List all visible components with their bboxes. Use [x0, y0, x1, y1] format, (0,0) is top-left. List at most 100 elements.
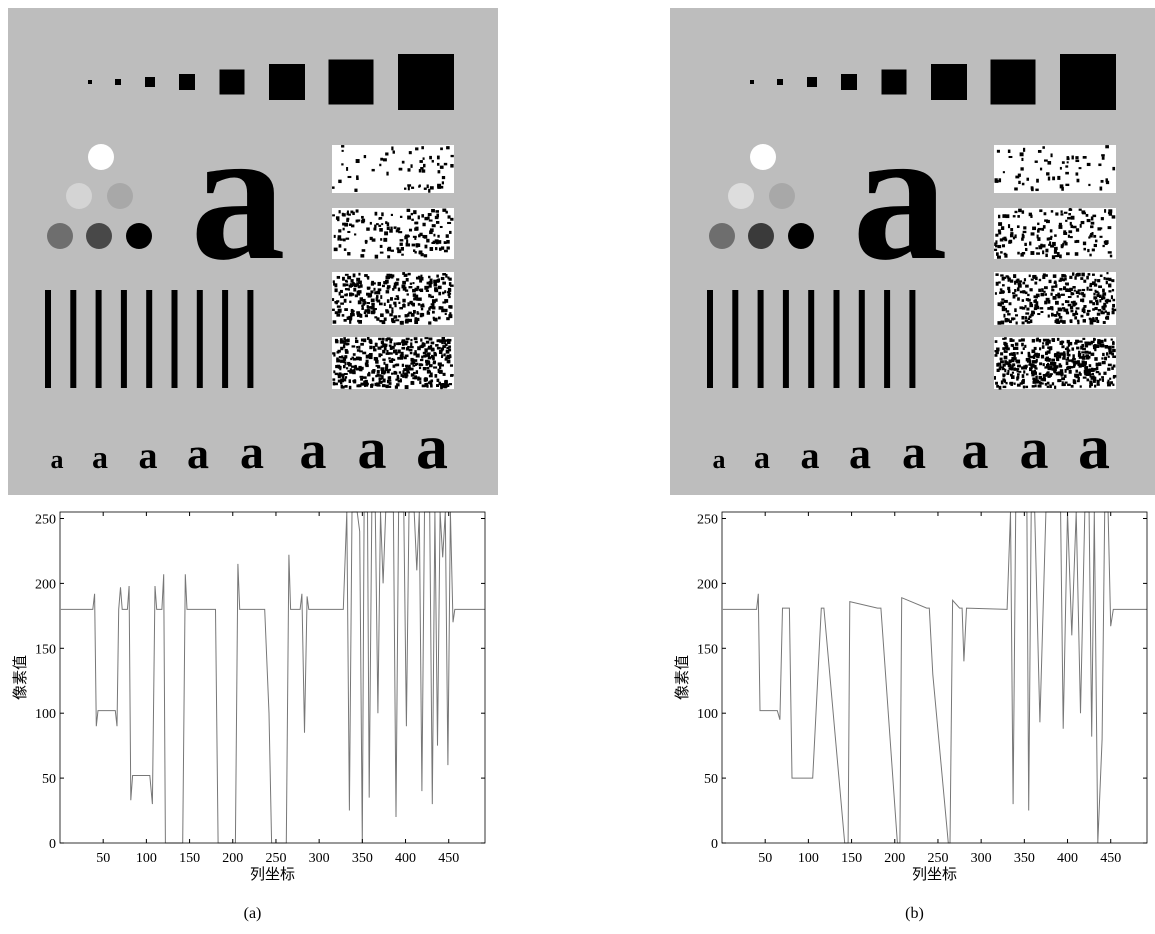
noise-dot: [1072, 286, 1075, 289]
noise-dot: [346, 167, 348, 171]
x-tick-label: 450: [438, 851, 459, 866]
noise-dot: [341, 385, 343, 389]
noise-dot: [1047, 307, 1051, 310]
noise-dot: [1053, 370, 1056, 373]
noise-dot: [391, 307, 393, 309]
noise-dot: [368, 372, 370, 376]
noise-dot: [382, 285, 385, 287]
noise-dot: [995, 354, 998, 357]
noise-dot: [1082, 298, 1084, 302]
noise-dot: [386, 310, 390, 313]
noise-dot: [410, 352, 413, 354]
noise-dot: [1010, 374, 1013, 377]
noise-dot: [1082, 348, 1086, 350]
circle: [126, 223, 152, 249]
noise-dot: [388, 369, 391, 371]
noise-dot: [444, 163, 447, 166]
noise-dot: [342, 277, 345, 281]
noise-dot: [362, 299, 365, 303]
noise-dot: [1013, 295, 1016, 299]
noise-dot: [1074, 240, 1077, 243]
noise-dot: [1004, 300, 1008, 303]
noise-dot: [364, 155, 366, 158]
noise-dot: [1014, 211, 1017, 213]
noise-dot: [398, 380, 401, 383]
noise-dot: [1061, 345, 1064, 348]
noise-dot: [1070, 310, 1073, 313]
noise-dot: [1055, 212, 1058, 215]
noise-dot: [1035, 247, 1038, 249]
noise-dot: [433, 234, 435, 237]
noise-dot: [1058, 294, 1061, 297]
noise-dot: [1065, 283, 1067, 285]
noise-dot: [424, 380, 426, 382]
noise-dot: [351, 293, 354, 295]
noise-dot: [358, 346, 360, 349]
noise-dot: [410, 349, 412, 351]
figure: aaaaaaaaaaaaaaaaaa5010015020025030035040…: [0, 0, 1155, 929]
x-tick-label: 350: [1014, 851, 1035, 866]
noise-dot: [1043, 291, 1045, 293]
noise-dot: [346, 293, 348, 295]
noise-dot: [1032, 227, 1036, 231]
noise-dot: [1079, 209, 1082, 211]
noise-dot: [1107, 381, 1110, 383]
noise-dot: [373, 228, 376, 231]
noise-dot: [356, 368, 360, 371]
noise-dot: [1040, 244, 1042, 248]
noise-dot: [1044, 219, 1048, 221]
noise-dot: [449, 383, 452, 385]
noise-dot: [1067, 384, 1071, 386]
noise-dot: [422, 169, 425, 172]
noise-dot: [1024, 345, 1026, 348]
noise-dot: [995, 273, 998, 276]
noise-dot: [377, 365, 380, 368]
noise-dot: [1023, 370, 1025, 373]
noise-dot: [424, 286, 428, 290]
noise-dot: [1094, 377, 1096, 381]
noise-dot: [410, 346, 414, 348]
noise-dot: [1067, 353, 1069, 356]
noise-dot: [1022, 282, 1025, 285]
noise-dot: [1073, 226, 1077, 229]
noise-dot: [432, 299, 436, 303]
noise-dot: [1099, 295, 1102, 298]
noise-dot: [358, 273, 360, 276]
noise-dot: [426, 363, 428, 366]
noise-dot: [391, 250, 394, 252]
noise-dot: [1048, 300, 1050, 304]
noise-dot: [1098, 285, 1102, 288]
noise-dot: [1108, 251, 1112, 253]
noise-dot: [1075, 274, 1079, 277]
noise-dot: [1096, 320, 1099, 323]
noise-dot: [1068, 235, 1070, 238]
glyph: a: [1020, 416, 1049, 481]
noise-dot: [1049, 280, 1052, 283]
square: [750, 80, 754, 84]
glyph: a: [358, 416, 387, 481]
noise-dot: [421, 308, 423, 310]
noise-dot: [1005, 345, 1008, 349]
noise-dot: [332, 186, 335, 188]
noise-dot: [1107, 368, 1110, 371]
noise-dot: [1062, 320, 1066, 324]
noise-dot: [1088, 273, 1091, 276]
noise-dot: [1066, 361, 1069, 365]
noise-dot: [1002, 284, 1005, 286]
noise-dot: [379, 320, 382, 322]
noise-dot: [365, 362, 368, 365]
noise-dot: [396, 278, 399, 280]
noise-dot: [1054, 234, 1057, 236]
noise-dot: [1082, 212, 1086, 214]
noise-dot: [1075, 160, 1079, 162]
noise-dot: [439, 371, 443, 374]
noise-dot: [994, 376, 996, 380]
noise-dot: [1075, 370, 1078, 373]
noise-dot: [1078, 351, 1080, 354]
noise-dot: [423, 355, 426, 358]
noise-dot: [383, 238, 387, 242]
noise-dot: [1030, 251, 1034, 255]
noise-dot: [371, 311, 375, 315]
noise-dot: [1108, 364, 1112, 367]
noise-dot: [1069, 276, 1072, 279]
